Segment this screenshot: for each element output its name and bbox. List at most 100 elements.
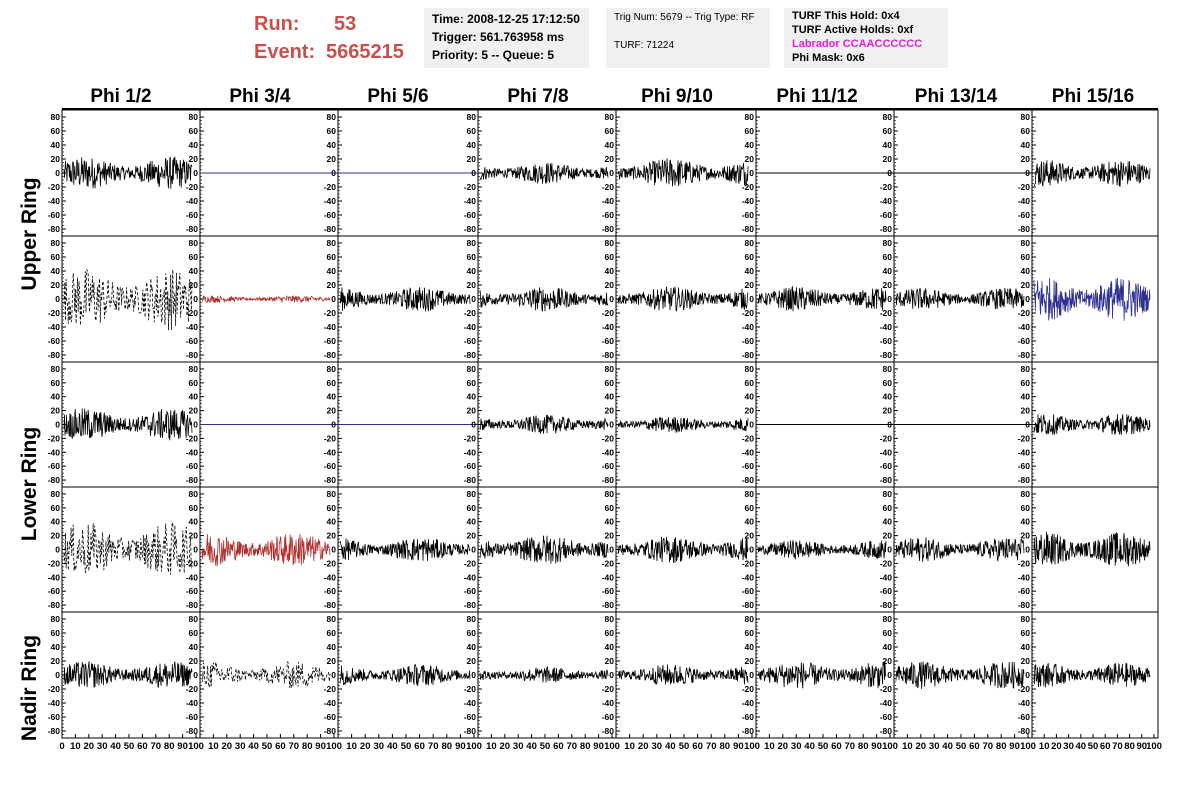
y-tick-label: -40 bbox=[602, 698, 615, 708]
y-tick-label: -20 bbox=[324, 182, 337, 192]
x-tick-label: 50 bbox=[1088, 741, 1099, 752]
y-tick-label: -60 bbox=[48, 712, 61, 722]
y-tick-label: 0 bbox=[193, 545, 198, 555]
y-tick-label: -20 bbox=[602, 558, 615, 568]
y-tick-label: 40 bbox=[605, 517, 615, 527]
y-tick-label: -20 bbox=[880, 433, 893, 443]
x-tick-label: 80 bbox=[720, 741, 731, 752]
y-tick-label: 80 bbox=[189, 112, 199, 122]
y-tick-label: 20 bbox=[189, 531, 199, 541]
y-tick-label: -40 bbox=[324, 698, 337, 708]
y-tick-label: 60 bbox=[189, 252, 199, 262]
x-tick-label: 30 bbox=[513, 741, 524, 752]
y-tick-label: 20 bbox=[883, 154, 893, 164]
y-tick-label: 20 bbox=[1021, 280, 1031, 290]
x-tick-label: 90 bbox=[455, 741, 466, 752]
y-tick-label: 80 bbox=[605, 364, 615, 374]
y-tick-label: -80 bbox=[186, 726, 199, 736]
y-tick-label: -20 bbox=[1018, 182, 1031, 192]
y-tick-label: 40 bbox=[189, 392, 199, 402]
y-tick-label: -20 bbox=[464, 558, 477, 568]
y-tick-label: 60 bbox=[327, 126, 337, 136]
y-tick-label: -80 bbox=[464, 600, 477, 610]
y-tick-label: -40 bbox=[880, 322, 893, 332]
y-tick-label: 20 bbox=[327, 656, 337, 666]
y-tick-label: 60 bbox=[883, 628, 893, 638]
trig-num-type-text: Trig Num: 5679 -- Trig Type: RF bbox=[614, 12, 755, 23]
phi-mask-text: Phi Mask: 0x6 bbox=[792, 52, 865, 64]
y-tick-label: -40 bbox=[186, 447, 199, 457]
y-tick-label: 40 bbox=[1021, 392, 1031, 402]
y-tick-label: 60 bbox=[467, 628, 477, 638]
y-tick-label: 80 bbox=[189, 614, 199, 624]
x-tick-label: 10 bbox=[764, 741, 775, 752]
y-tick-label: 80 bbox=[745, 489, 755, 499]
x-tick-label: 20 bbox=[778, 741, 789, 752]
y-tick-label: 40 bbox=[189, 642, 199, 652]
y-tick-label: -20 bbox=[464, 684, 477, 694]
y-tick-label: 20 bbox=[605, 280, 615, 290]
y-tick-label: -40 bbox=[464, 322, 477, 332]
waveform-trace bbox=[1033, 277, 1151, 321]
y-tick-label: 20 bbox=[467, 154, 477, 164]
y-tick-label: 20 bbox=[883, 280, 893, 290]
y-tick-label: -20 bbox=[742, 433, 755, 443]
event-value: 5665215 bbox=[326, 41, 404, 63]
y-tick-label: -40 bbox=[324, 196, 337, 206]
y-tick-label: -80 bbox=[742, 726, 755, 736]
x-tick-label: 30 bbox=[235, 741, 246, 752]
y-tick-label: 20 bbox=[51, 280, 61, 290]
y-tick-label: -20 bbox=[324, 558, 337, 568]
y-tick-label: -40 bbox=[48, 447, 61, 457]
waveform-trace bbox=[201, 660, 331, 689]
y-tick-label: -60 bbox=[880, 712, 893, 722]
y-tick-label: 60 bbox=[883, 252, 893, 262]
phi-header-2: Phi 3/4 bbox=[229, 86, 291, 107]
y-tick-label: -60 bbox=[742, 712, 755, 722]
y-tick-label: 40 bbox=[1021, 140, 1031, 150]
y-tick-label: 60 bbox=[51, 628, 61, 638]
y-tick-label: -20 bbox=[186, 558, 199, 568]
y-tick-label: 80 bbox=[327, 614, 337, 624]
x-tick-label: 90 bbox=[177, 741, 188, 752]
x-tick-label: 40 bbox=[110, 741, 121, 752]
y-tick-label: -60 bbox=[464, 210, 477, 220]
y-tick-label: 40 bbox=[1021, 642, 1031, 652]
x-tick-label: 50 bbox=[818, 741, 829, 752]
y-tick-label: 80 bbox=[745, 238, 755, 248]
y-tick-label: 60 bbox=[327, 252, 337, 262]
y-tick-label: 20 bbox=[883, 656, 893, 666]
y-tick-label: -20 bbox=[602, 433, 615, 443]
y-tick-label: 40 bbox=[327, 140, 337, 150]
y-tick-label: 60 bbox=[327, 378, 337, 388]
y-tick-label: 80 bbox=[467, 238, 477, 248]
y-tick-label: 0 bbox=[887, 294, 892, 304]
y-tick-label: -60 bbox=[48, 210, 61, 220]
y-tick-label: 20 bbox=[189, 154, 199, 164]
waveform-trace bbox=[895, 287, 1025, 310]
y-tick-label: -20 bbox=[1018, 308, 1031, 318]
y-tick-label: 20 bbox=[745, 531, 755, 541]
y-tick-label: 80 bbox=[327, 238, 337, 248]
y-tick-label: 80 bbox=[745, 364, 755, 374]
x-tick-label: 10 bbox=[486, 741, 497, 752]
y-tick-label: -60 bbox=[1018, 461, 1031, 471]
x-tick-label: 90 bbox=[1137, 741, 1148, 752]
x-tick-label: 70 bbox=[1112, 741, 1123, 752]
y-tick-label: 60 bbox=[467, 252, 477, 262]
x-tick-label: 40 bbox=[804, 741, 815, 752]
x-tick-label: 70 bbox=[567, 741, 578, 752]
x-tick-label: 80 bbox=[996, 741, 1007, 752]
y-tick-label: 40 bbox=[51, 642, 61, 652]
y-tick-label: 60 bbox=[189, 628, 199, 638]
x-tick-label: 60 bbox=[1100, 741, 1111, 752]
x-tick-label: 100 bbox=[744, 741, 760, 752]
x-tick-label: 20 bbox=[916, 741, 927, 752]
y-tick-label: -40 bbox=[48, 196, 61, 206]
x-tick-label: 70 bbox=[289, 741, 300, 752]
y-tick-label: 60 bbox=[745, 628, 755, 638]
y-tick-label: 40 bbox=[189, 517, 199, 527]
y-tick-label: 20 bbox=[51, 406, 61, 416]
y-tick-label: -60 bbox=[880, 336, 893, 346]
y-tick-label: 0 bbox=[887, 420, 892, 430]
